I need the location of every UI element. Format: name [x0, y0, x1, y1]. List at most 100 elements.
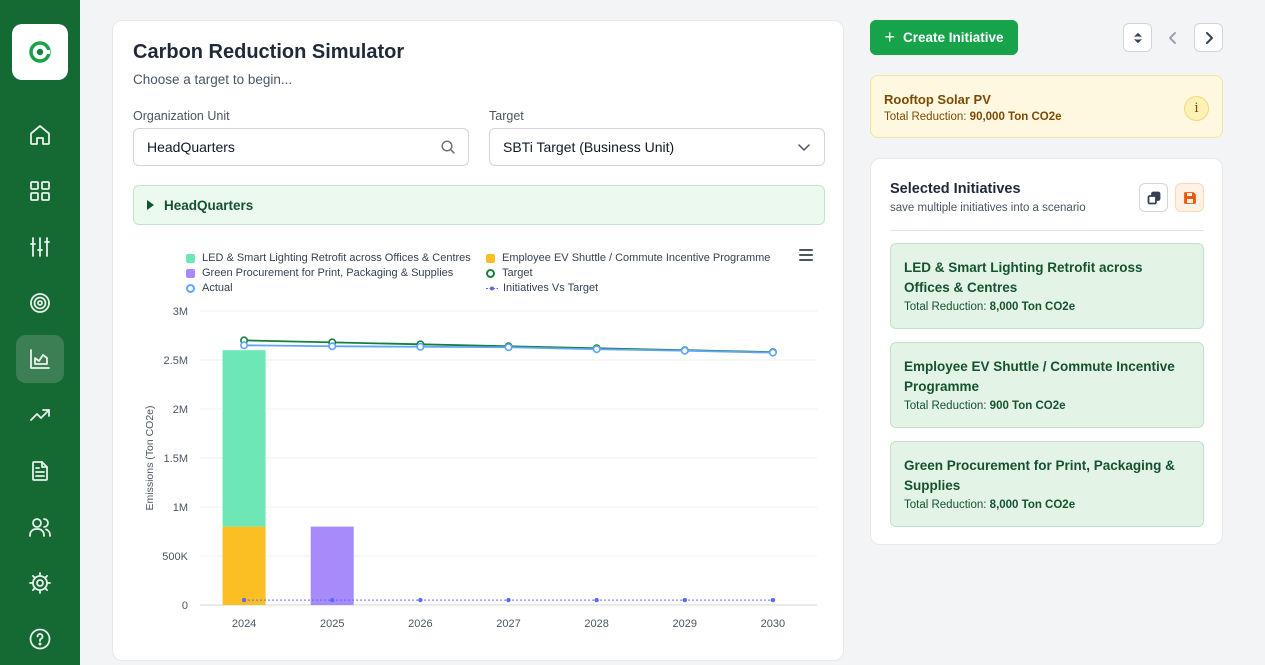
logo-icon — [29, 41, 51, 63]
previous-button[interactable] — [1158, 23, 1187, 52]
org-tree-node-label: HeadQuarters — [164, 197, 254, 213]
plus-icon: + — [884, 26, 895, 47]
create-initiative-button[interactable]: + Create Initiative — [870, 20, 1018, 55]
app-logo[interactable] — [12, 24, 68, 80]
expand-triangle-icon[interactable] — [147, 200, 154, 210]
org-unit-value: HeadQuarters — [147, 139, 235, 155]
page-title: Carbon Reduction Simulator — [133, 41, 405, 63]
series-point — [504, 343, 513, 352]
sort-icon — [1134, 32, 1141, 43]
chevron-down-icon — [798, 144, 810, 151]
create-initiative-label: Create Initiative — [902, 30, 1004, 45]
series-point — [330, 597, 335, 603]
legend-item[interactable]: Green Procurement for Print, Packaging &… — [186, 267, 453, 279]
sliders-icon — [30, 237, 50, 257]
highlighted-initiative-title: Rooftop Solar PV — [884, 92, 991, 107]
org-unit-label: Organization Unit — [133, 109, 230, 123]
selected-initiative-item[interactable]: LED & Smart Lighting Retrofit across Off… — [890, 243, 1204, 329]
chart-area-icon — [30, 349, 50, 369]
series-point — [594, 597, 599, 603]
y-axis-label: Emissions (Ton CO2e) — [144, 405, 156, 510]
nav-dashboard[interactable] — [16, 167, 64, 215]
legend-swatch — [486, 253, 495, 263]
nav-reports[interactable] — [16, 447, 64, 495]
reduction-label: Total Reduction: — [904, 400, 987, 412]
legend-item[interactable]: Initiatives Vs Target — [486, 282, 598, 294]
nav-controls[interactable] — [16, 223, 64, 271]
chevron-left-icon — [1168, 31, 1176, 44]
reduction-label: Total Reduction: — [904, 301, 987, 313]
save-scenario-button[interactable] — [1175, 183, 1204, 212]
series-point — [592, 345, 601, 354]
series-point — [506, 597, 511, 603]
document-icon — [32, 461, 48, 481]
selected-initiative-item[interactable]: Employee EV Shuttle / Commute Incentive … — [890, 342, 1204, 428]
nav-trends[interactable] — [16, 391, 64, 439]
legend-swatch — [186, 268, 195, 278]
x-tick-label: 2026 — [408, 618, 432, 630]
highlighted-initiative-card[interactable]: Rooftop Solar PV Total Reduction: 90,000… — [870, 75, 1223, 138]
nav-home[interactable] — [16, 111, 64, 159]
selected-initiative-item[interactable]: Green Procurement for Print, Packaging &… — [890, 441, 1204, 527]
duplicate-button[interactable] — [1139, 183, 1168, 212]
series-point — [680, 346, 689, 355]
sort-button[interactable] — [1123, 23, 1152, 52]
simulator-card: Carbon Reduction Simulator Choose a targ… — [112, 20, 844, 661]
info-icon[interactable]: i — [1184, 96, 1209, 121]
series-point — [768, 348, 777, 357]
legend-label: Target — [502, 267, 533, 279]
org-unit-search-input[interactable]: HeadQuarters — [133, 128, 469, 166]
target-select[interactable]: SBTi Target (Business Unit) — [489, 128, 825, 166]
legend-label: Employee EV Shuttle / Commute Incentive … — [502, 252, 771, 264]
legend-label: Green Procurement for Print, Packaging &… — [202, 267, 454, 279]
help-icon — [29, 628, 51, 650]
save-icon — [1183, 191, 1196, 204]
chart-menu-icon[interactable] — [799, 249, 813, 261]
initiative-reduction: Total Reduction: 8,000 Ton CO2e — [904, 301, 1190, 313]
bar-segment — [222, 350, 266, 527]
copy-icon — [1147, 191, 1160, 204]
nav-help[interactable] — [16, 615, 64, 663]
users-icon — [29, 518, 51, 537]
series-point — [418, 597, 423, 603]
divider — [890, 230, 1204, 231]
legend-label: Initiatives Vs Target — [503, 282, 599, 294]
nav-simulator[interactable] — [16, 335, 64, 383]
legend-item[interactable]: Employee EV Shuttle / Commute Incentive … — [486, 252, 770, 264]
org-tree-node[interactable]: HeadQuarters — [133, 185, 825, 225]
y-tick-label: 2M — [173, 404, 188, 416]
next-button[interactable] — [1194, 23, 1223, 52]
legend-label: Actual — [202, 282, 233, 294]
x-tick-label: 2027 — [496, 618, 520, 630]
series-point — [328, 342, 337, 351]
nav-settings[interactable] — [16, 559, 64, 607]
highlighted-initiative-reduction: Total Reduction: 90,000 Ton CO2e — [884, 111, 1062, 123]
x-tick-label: 2030 — [761, 618, 785, 630]
emissions-chart: 0 500K 1M 1.5M 2M 2.5M 3M Emissions (Ton CO2e) 2… — [144, 306, 817, 630]
target-value: SBTi Target (Business Unit) — [503, 139, 675, 155]
nav-targets[interactable] — [16, 279, 64, 327]
x-tick-label: 2029 — [673, 618, 697, 630]
x-tick-label: 2025 — [320, 618, 344, 630]
legend-swatch — [486, 268, 495, 278]
y-tick-label: 1M — [173, 502, 188, 514]
nav-users[interactable] — [16, 503, 64, 551]
legend-item[interactable]: Target — [486, 267, 533, 279]
initiative-name: Employee EV Shuttle / Commute Incentive … — [904, 359, 1175, 394]
initiative-reduction: Total Reduction: 8,000 Ton CO2e — [904, 499, 1190, 511]
initiative-name: Green Procurement for Print, Packaging &… — [904, 458, 1175, 493]
series-point — [241, 597, 247, 603]
selected-initiatives-card: Selected Initiatives save multiple initi… — [870, 158, 1223, 545]
series-point — [770, 597, 776, 603]
legend-item[interactable]: Actual — [186, 282, 233, 294]
x-tick-label: 2028 — [584, 618, 608, 630]
reduction-value: 8,000 Ton CO2e — [989, 499, 1076, 511]
chevron-right-icon — [1205, 31, 1213, 44]
series-point — [240, 341, 249, 350]
y-tick-label: 0 — [182, 600, 188, 612]
reduction-value: 900 Ton CO2e — [989, 400, 1066, 412]
y-tick-label: 500K — [162, 551, 188, 563]
legend-item[interactable]: LED & Smart Lighting Retrofit across Off… — [186, 252, 471, 264]
legend-swatch — [186, 253, 195, 263]
selected-initiatives-subtitle: save multiple initiatives into a scenari… — [890, 202, 1086, 214]
